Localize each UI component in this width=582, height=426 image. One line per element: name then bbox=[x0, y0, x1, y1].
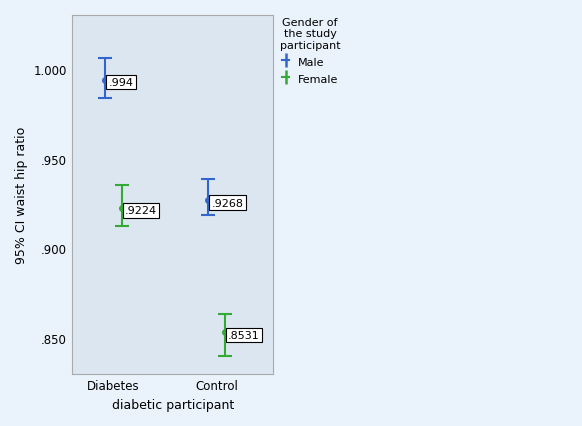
X-axis label: diabetic participant: diabetic participant bbox=[112, 398, 234, 411]
Text: .8531: .8531 bbox=[228, 330, 260, 340]
Y-axis label: 95% CI waist hip ratio: 95% CI waist hip ratio bbox=[15, 127, 28, 263]
Legend: Male, Female: Male, Female bbox=[276, 14, 344, 88]
Text: .994: .994 bbox=[108, 78, 133, 88]
Text: .9224: .9224 bbox=[125, 206, 157, 216]
Text: .9268: .9268 bbox=[211, 198, 243, 208]
